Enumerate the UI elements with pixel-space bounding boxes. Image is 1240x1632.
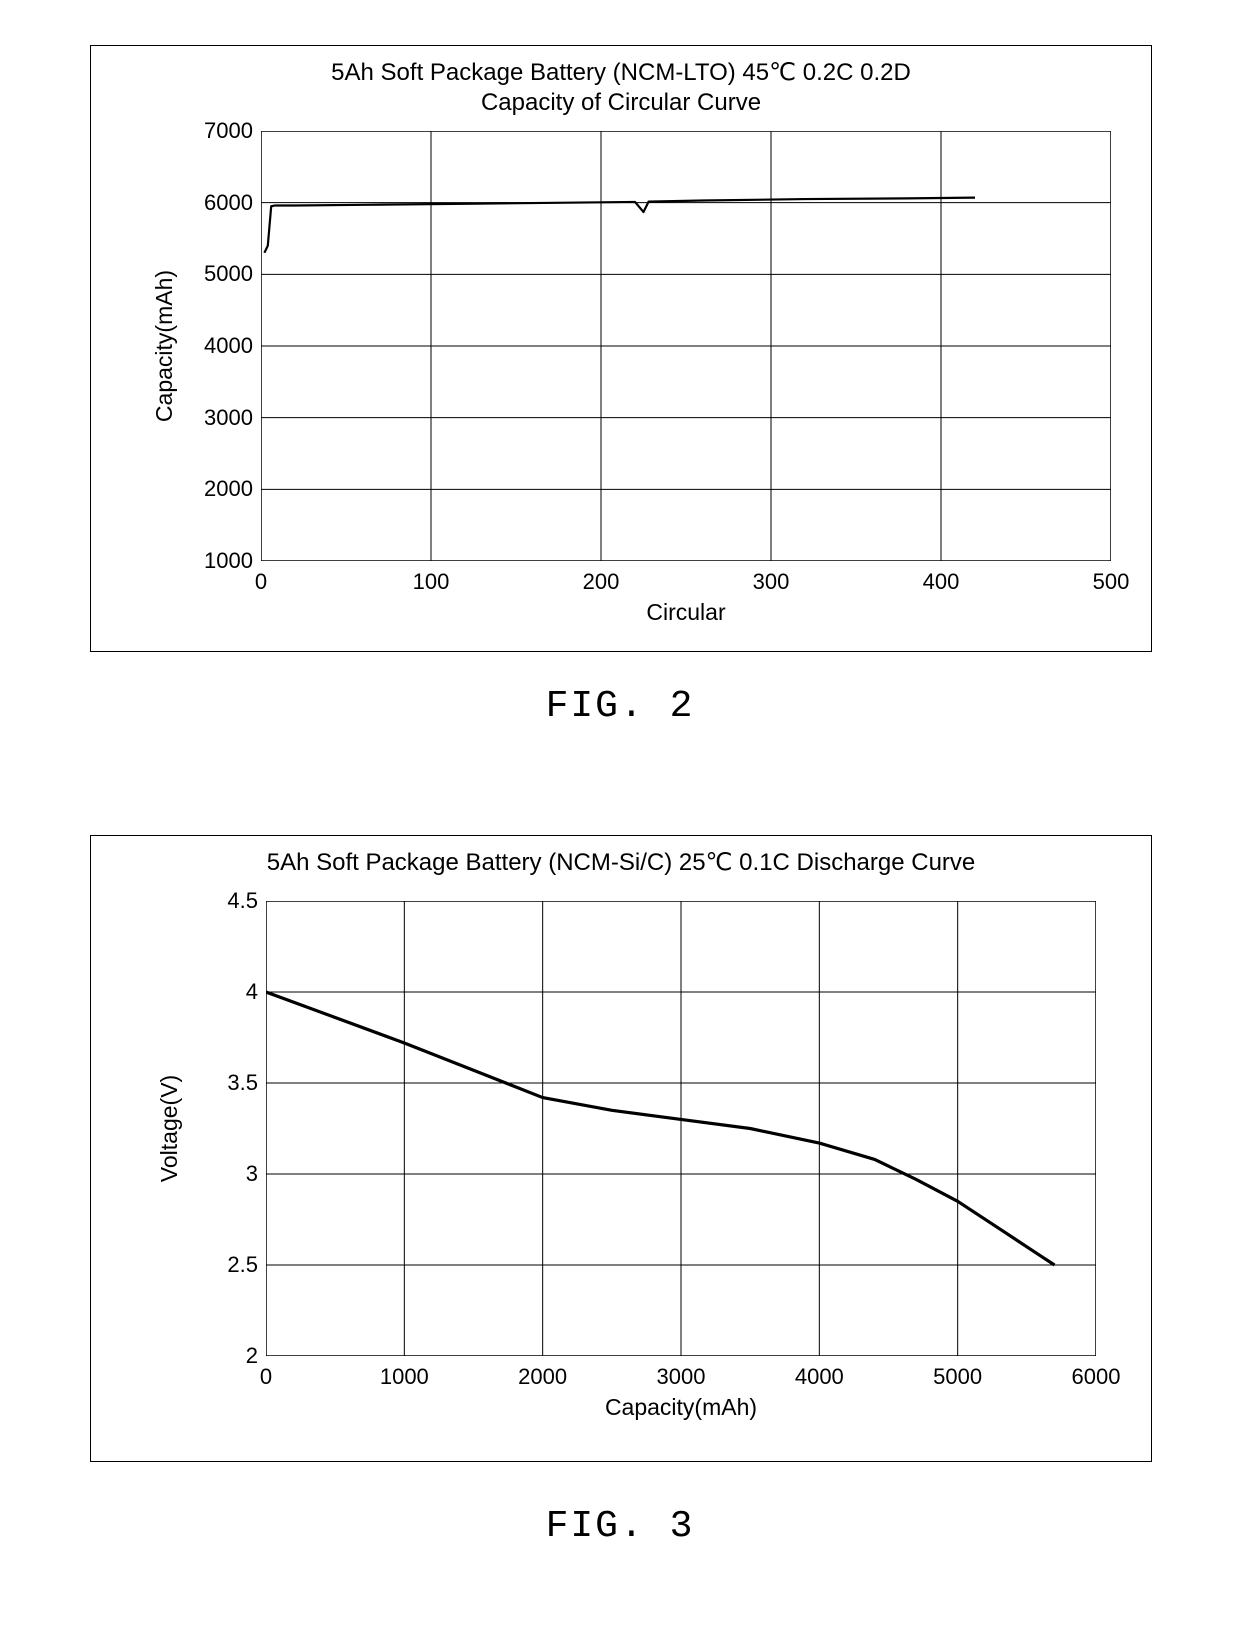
y-tick-label: 6000 [183, 190, 253, 216]
y-tick-label: 1000 [183, 548, 253, 574]
figure-caption: FIG. 3 [0, 1505, 1240, 1548]
x-tick-label: 3000 [657, 1364, 706, 1390]
y-tick-label: 7000 [183, 118, 253, 144]
chart-title: 5Ah Soft Package Battery (NCM-LTO) 45℃ 0… [91, 58, 1151, 118]
y-tick-label: 3.5 [188, 1070, 258, 1096]
x-tick-label: 200 [583, 569, 620, 595]
y-tick-label: 4 [188, 979, 258, 1005]
chart-svg [261, 131, 1111, 561]
x-axis-label: Circular [261, 599, 1111, 626]
x-tick-label: 300 [753, 569, 790, 595]
y-tick-label: 2000 [183, 476, 253, 502]
y-tick-label: 3 [188, 1161, 258, 1187]
x-tick-label: 6000 [1072, 1364, 1121, 1390]
x-tick-label: 0 [260, 1364, 272, 1390]
x-tick-label: 2000 [518, 1364, 567, 1390]
y-axis-label: Capacity(mAh) [151, 131, 178, 561]
x-tick-label: 400 [923, 569, 960, 595]
y-tick-label: 4.5 [188, 888, 258, 914]
x-tick-label: 500 [1093, 569, 1130, 595]
chart-box: 5Ah Soft Package Battery (NCM-Si/C) 25℃ … [90, 835, 1152, 1462]
x-tick-label: 4000 [795, 1364, 844, 1390]
y-tick-label: 5000 [183, 261, 253, 287]
x-axis-label: Capacity(mAh) [266, 1394, 1096, 1421]
data-line [264, 198, 975, 253]
chart-title: 5Ah Soft Package Battery (NCM-Si/C) 25℃ … [91, 848, 1151, 878]
y-tick-label: 3000 [183, 405, 253, 431]
plot-area [261, 131, 1111, 561]
data-line [266, 992, 1055, 1265]
plot-area [266, 901, 1096, 1356]
y-tick-label: 2.5 [188, 1252, 258, 1278]
chart-box: 5Ah Soft Package Battery (NCM-LTO) 45℃ 0… [90, 45, 1152, 652]
x-tick-label: 1000 [380, 1364, 429, 1390]
chart-svg [266, 901, 1096, 1356]
y-tick-label: 4000 [183, 333, 253, 359]
y-tick-label: 2 [188, 1343, 258, 1369]
y-axis-label: Voltage(V) [156, 901, 183, 1356]
figure-caption: FIG. 2 [0, 685, 1240, 728]
x-tick-label: 100 [413, 569, 450, 595]
x-tick-label: 5000 [933, 1364, 982, 1390]
x-tick-label: 0 [255, 569, 267, 595]
